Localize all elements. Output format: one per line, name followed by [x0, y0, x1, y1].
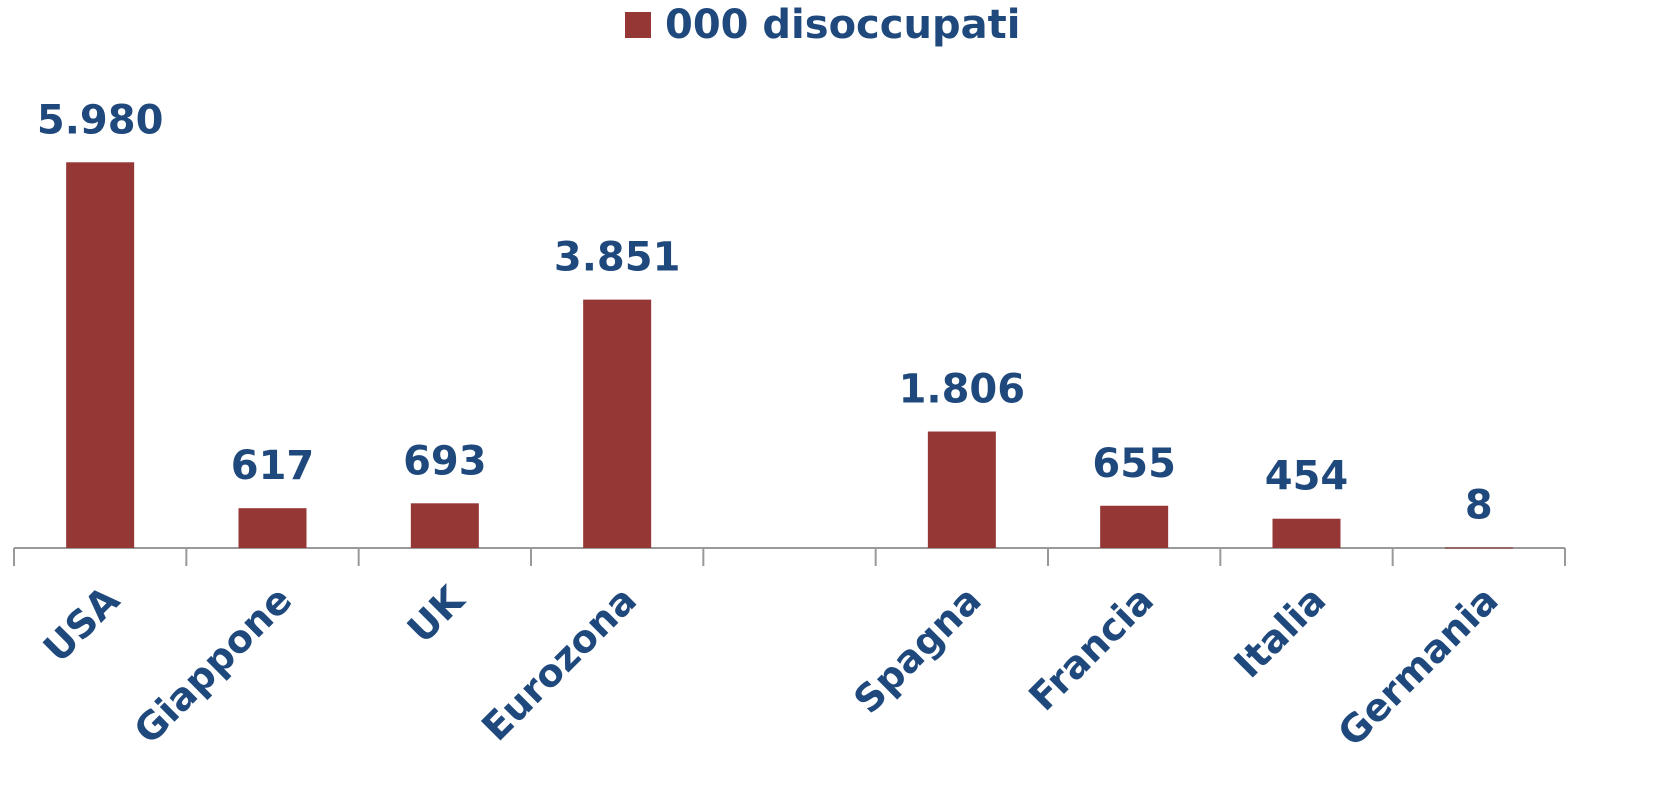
- x-tick-label: Giappone: [125, 578, 300, 753]
- x-tick-label: Francia: [1020, 578, 1162, 720]
- bar: [1100, 505, 1169, 548]
- bar: [66, 162, 135, 549]
- value-label: 1.806: [899, 367, 1026, 413]
- value-label: 617: [231, 443, 315, 489]
- legend-swatch: [625, 12, 651, 38]
- x-tick-label: Italia: [1226, 578, 1335, 687]
- x-tick-label: Germania: [1329, 578, 1506, 755]
- bar: [1444, 547, 1513, 549]
- bar: [1272, 518, 1341, 548]
- value-label: 5.980: [37, 97, 164, 143]
- value-label: 454: [1265, 454, 1349, 500]
- x-tick-label: Eurozona: [473, 578, 645, 750]
- legend-label: 000 disoccupati: [665, 2, 1020, 48]
- value-label: 655: [1092, 441, 1176, 487]
- value-label: 693: [403, 438, 487, 484]
- x-tick-label: Spagna: [845, 578, 989, 722]
- x-tick-label: USA: [35, 577, 128, 670]
- bar: [238, 508, 307, 548]
- value-label: 3.851: [554, 235, 681, 281]
- bar: [583, 299, 652, 548]
- value-label: 8: [1465, 482, 1493, 528]
- bar: [927, 431, 996, 548]
- bar: [410, 503, 479, 548]
- x-tick-label: UK: [399, 577, 474, 652]
